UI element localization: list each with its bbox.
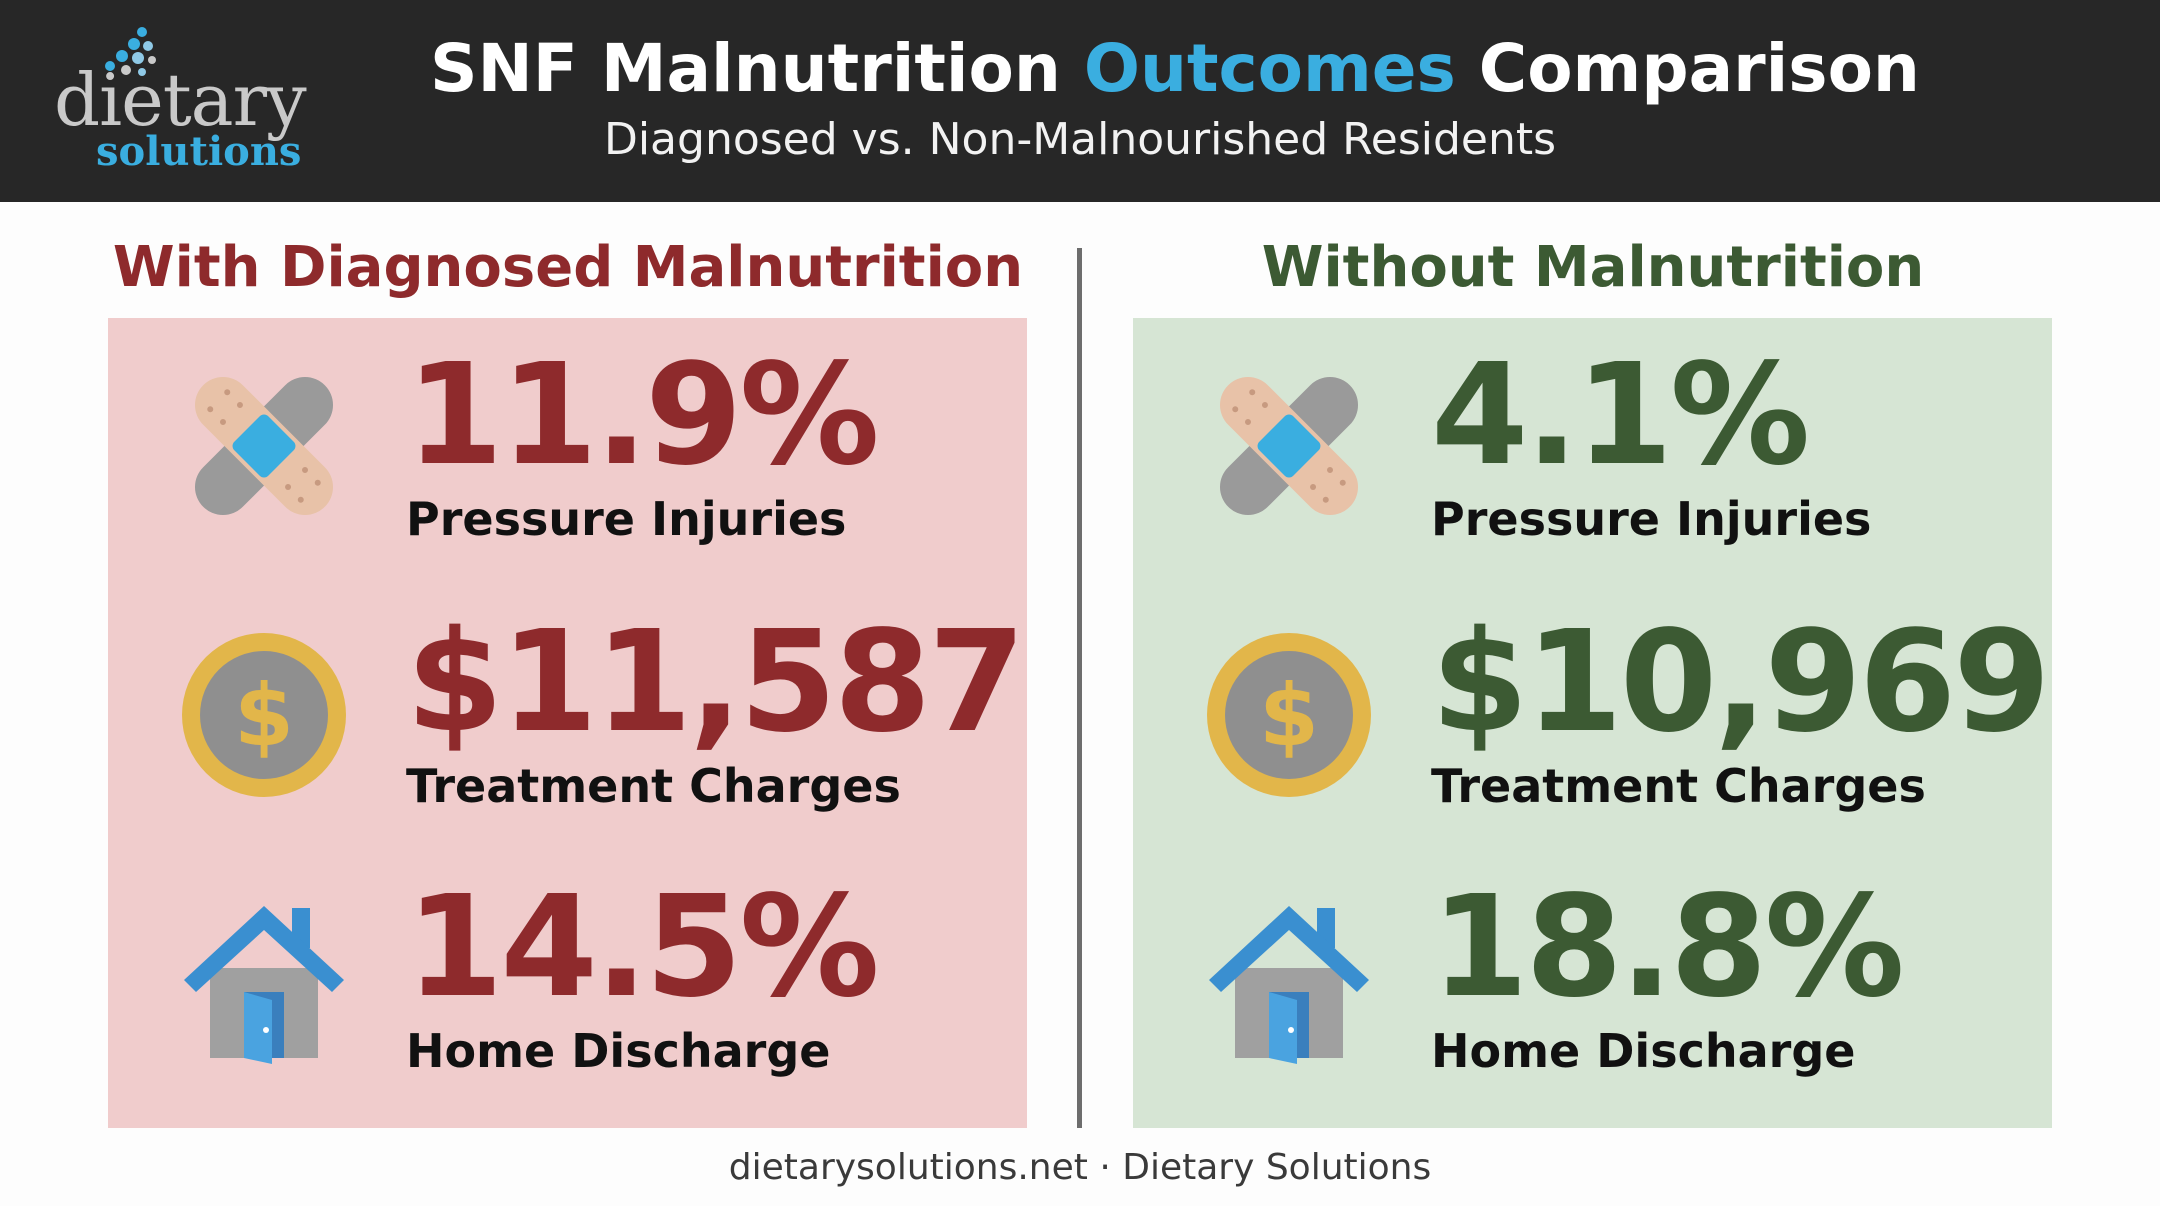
metric-treatment-charges: $ $10,969 Treatment Charges — [1133, 593, 2052, 843]
right-column-heading: Without Malnutrition — [1261, 235, 1925, 300]
metric-value: $10,969 — [1431, 601, 2051, 764]
metric-label: Treatment Charges — [406, 759, 901, 813]
metric-home-discharge: 14.5% Home Discharge — [108, 858, 1027, 1108]
title-accent: Outcomes — [1083, 30, 1456, 107]
metric-value: 11.9% — [406, 334, 880, 497]
metric-value: $11,587 — [406, 601, 1026, 764]
metric-label: Pressure Injuries — [406, 492, 847, 546]
metric-pressure-injuries: 4.1% Pressure Injuries — [1133, 326, 2052, 576]
header-bar: dietary solutions SNF Malnutrition Outco… — [0, 0, 2160, 202]
left-column-heading: With Diagnosed Malnutrition — [112, 235, 1024, 300]
house-icon — [1199, 888, 1379, 1068]
svg-text:$: $ — [1259, 666, 1319, 766]
footer-credit: dietarysolutions.net · Dietary Solutions — [728, 1147, 1432, 1188]
metric-label: Treatment Charges — [1431, 759, 1926, 813]
metric-value: 4.1% — [1431, 334, 1810, 497]
page-subtitle: Diagnosed vs. Non-Malnourished Residents — [603, 114, 1557, 165]
metric-label: Home Discharge — [406, 1024, 831, 1078]
page-title: SNF Malnutrition Outcomes Comparison — [430, 36, 1920, 102]
logo-word: dietary — [54, 58, 307, 142]
metric-pressure-injuries: 11.9% Pressure Injuries — [108, 326, 1027, 576]
metric-home-discharge: 18.8% Home Discharge — [1133, 858, 2052, 1108]
dollar-coin-icon: $ — [174, 623, 354, 803]
title-part-1: SNF Malnutrition — [430, 30, 1084, 107]
title-part-2: Comparison — [1455, 30, 1920, 107]
dollar-coin-icon: $ — [1199, 623, 1379, 803]
metric-value: 18.8% — [1431, 866, 1905, 1029]
metric-value: 14.5% — [406, 866, 880, 1029]
column-divider — [1077, 248, 1082, 1128]
bandage-icon — [1199, 356, 1379, 536]
logo-sub: solutions — [96, 128, 302, 175]
house-icon — [174, 888, 354, 1068]
metric-label: Home Discharge — [1431, 1024, 1856, 1078]
svg-text:$: $ — [234, 666, 294, 766]
malnutrition-panel: 11.9% Pressure Injuries $ $11,587 Treatm… — [108, 318, 1027, 1128]
logo-dots-icon — [105, 27, 156, 76]
metric-treatment-charges: $ $11,587 Treatment Charges — [108, 593, 1027, 843]
metric-label: Pressure Injuries — [1431, 492, 1872, 546]
dietary-solutions-logo: dietary solutions — [52, 22, 332, 182]
no-malnutrition-panel: 4.1% Pressure Injuries $ $10,969 Treatme… — [1133, 318, 2052, 1128]
bandage-icon — [174, 356, 354, 536]
